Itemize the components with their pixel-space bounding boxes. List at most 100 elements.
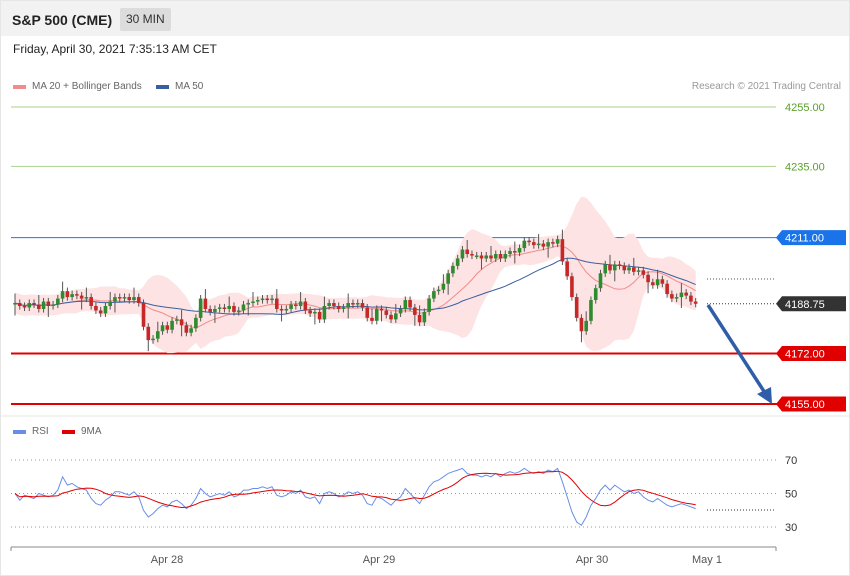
- candle-body: [84, 297, 89, 299]
- level-label-target-green: 4255.00: [785, 102, 825, 114]
- legend-rsi-label: RSI: [32, 426, 49, 437]
- candle-body: [394, 313, 398, 320]
- candle-body: [498, 254, 503, 259]
- candle-body: [446, 273, 450, 284]
- candle-body: [270, 298, 274, 301]
- candle-body: [275, 298, 279, 309]
- candle-body: [441, 283, 446, 290]
- candle-body: [132, 297, 136, 301]
- candle-body: [417, 314, 422, 323]
- candle-body: [170, 320, 174, 330]
- candle-body: [632, 267, 636, 272]
- candle-body: [184, 325, 189, 333]
- candle-body: [570, 276, 574, 298]
- level-label-support-red: 4155.00: [785, 399, 825, 411]
- candle-body: [236, 310, 241, 312]
- candle-body: [627, 267, 631, 271]
- candle-body: [341, 307, 346, 309]
- candle-body: [156, 331, 160, 339]
- legend-ma20-label: MA 20 + Bollinger Bands: [32, 81, 142, 92]
- candle-body: [41, 301, 46, 309]
- candle-body: [175, 319, 179, 321]
- candle-body: [555, 239, 560, 244]
- rsi-swatch: [13, 429, 26, 434]
- candle-body: [608, 264, 612, 271]
- candle-body: [17, 303, 22, 306]
- candle-body: [322, 305, 327, 320]
- candle-body: [351, 303, 355, 305]
- x-axis-layer: Apr 28 Apr 29 Apr 30 May 1: [10, 546, 777, 566]
- candle-body: [151, 338, 155, 341]
- candle-body: [660, 279, 665, 284]
- candle-body: [336, 305, 341, 309]
- candle-body: [70, 294, 74, 298]
- projection-arrowhead: [757, 387, 772, 404]
- rsi-tick-label: 50: [785, 489, 797, 501]
- candle-body: [489, 255, 493, 259]
- bollinger-layer: [14, 196, 696, 354]
- candle-body: [65, 291, 70, 298]
- candle-body: [146, 326, 151, 341]
- candle-body: [179, 319, 184, 326]
- candle-body: [208, 308, 212, 312]
- candle-body: [127, 297, 132, 301]
- x-tick-label: Apr 30: [576, 554, 608, 566]
- candle-body: [551, 242, 555, 244]
- candle-body: [560, 239, 565, 262]
- candle-body: [432, 291, 436, 299]
- interval-badge[interactable]: 30 MIN: [120, 8, 171, 31]
- x-tick-label: Apr 28: [151, 554, 183, 566]
- candle-body: [27, 303, 32, 308]
- copyright-notice: Research © 2021 Trading Central: [691, 81, 841, 92]
- candle-body: [56, 298, 60, 305]
- x-tick-label: May 1: [692, 554, 722, 566]
- candle-body: [374, 308, 379, 321]
- legend-ma20: MA 20 + Bollinger Bands: [13, 81, 142, 92]
- candle-body: [308, 310, 312, 314]
- candle-body: [689, 295, 693, 302]
- candle-body: [546, 242, 550, 247]
- candle-body: [332, 303, 336, 306]
- candle-body: [422, 311, 427, 323]
- candle-body: [532, 242, 536, 246]
- candle-body: [251, 301, 255, 304]
- legend-ma50: MA 50: [156, 81, 203, 92]
- candle-body: [541, 243, 546, 247]
- legend-9ma: 9MA: [62, 426, 102, 437]
- candle-body: [513, 251, 517, 253]
- candle-body: [384, 310, 389, 315]
- ma20-swatch: [13, 84, 26, 89]
- candle-body: [517, 248, 522, 253]
- bollinger-band: [15, 196, 696, 354]
- candle-body: [408, 300, 412, 308]
- candle-body: [79, 295, 84, 299]
- candle-body: [398, 308, 403, 314]
- candle-body: [94, 305, 98, 311]
- level-label-resistance-blue: 4211.00: [785, 233, 824, 245]
- candle-body: [579, 317, 584, 332]
- chart-header: S&P 500 (CME) 30 MIN: [1, 1, 849, 36]
- candle-body: [265, 298, 270, 301]
- candle-body: [617, 264, 622, 266]
- instrument-title: S&P 500 (CME): [12, 12, 113, 28]
- candle-body: [655, 279, 660, 286]
- candle-body: [360, 303, 365, 308]
- candle-body: [403, 300, 408, 309]
- candle-body: [565, 261, 569, 277]
- candle-body: [636, 270, 641, 272]
- candle-body: [641, 270, 646, 275]
- candle-body: [198, 298, 203, 318]
- candle-body: [465, 249, 469, 255]
- level-label-support-red: 4172.00: [785, 349, 825, 361]
- candle-body: [117, 297, 122, 299]
- candle-body: [246, 303, 251, 305]
- candle-body: [165, 325, 170, 330]
- candle-body: [60, 291, 65, 299]
- candle-body: [470, 254, 474, 256]
- 9ma-swatch: [62, 429, 75, 434]
- candle-body: [674, 297, 679, 299]
- rsi-tick-label: 30: [785, 522, 797, 534]
- candle-body: [479, 255, 484, 259]
- candle-body: [260, 298, 265, 301]
- candle-body: [217, 307, 222, 309]
